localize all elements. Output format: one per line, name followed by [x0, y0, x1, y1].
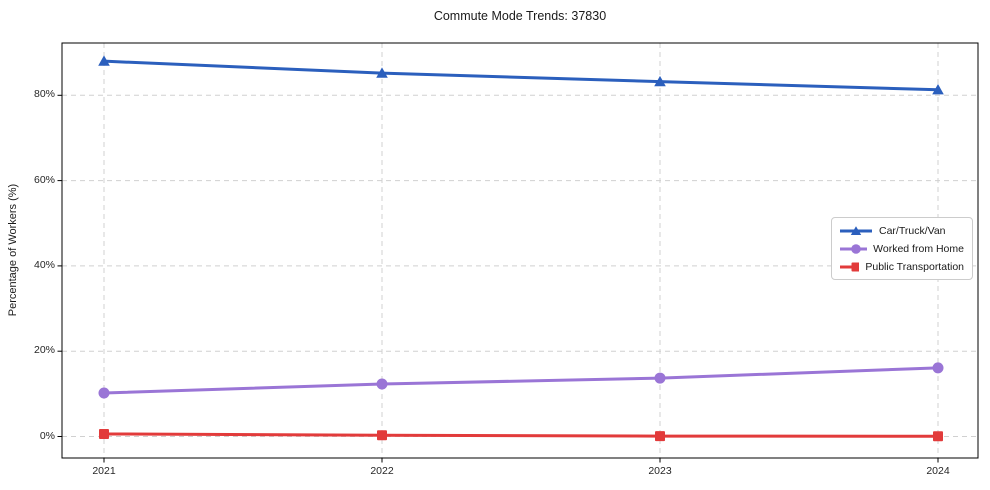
- legend-item: Public Transportation: [839, 259, 964, 274]
- triangle-marker: [932, 83, 944, 95]
- legend: Car/Truck/Van Worked from Home Public Tran…: [831, 217, 973, 280]
- triangle-marker: [98, 55, 110, 66]
- circle-marker: [654, 372, 666, 384]
- legend-swatch-circle-icon: [840, 243, 868, 254]
- series-line-square: [102, 432, 940, 438]
- circle-marker: [376, 378, 388, 390]
- legend-item: Worked from Home: [839, 241, 964, 256]
- square-marker: [933, 431, 943, 442]
- x-tick-label: 2021: [92, 465, 116, 477]
- x-tick-label: 2023: [648, 465, 672, 477]
- legend-label: Public Transportation: [865, 260, 964, 273]
- y-tick-label: 0%: [39, 429, 55, 442]
- legend-swatch-triangle-icon: [840, 225, 872, 235]
- circle-marker: [932, 362, 944, 374]
- y-tick-label: 60%: [33, 173, 55, 186]
- legend-swatch-square-icon: [840, 262, 860, 271]
- square-marker: [655, 431, 665, 442]
- y-tick-label: 20%: [33, 344, 55, 357]
- legend-label: Worked from Home: [873, 242, 964, 255]
- series-line-triangle: [102, 59, 940, 92]
- square-marker: [377, 430, 387, 441]
- circle-marker: [98, 387, 110, 399]
- legend-label: Car/Truck/Van: [879, 224, 946, 237]
- y-tick-label: 80%: [33, 88, 55, 101]
- chart-title: Commute Mode Trends: 37830: [433, 9, 607, 23]
- triangle-marker: [654, 75, 666, 87]
- square-marker: [99, 428, 109, 439]
- legend-item: Car/Truck/Van: [839, 223, 964, 238]
- y-tick-label: 40%: [33, 258, 55, 271]
- triangle-marker: [376, 67, 388, 78]
- plot-frame: [61, 42, 979, 459]
- series-line-circle: [102, 366, 940, 395]
- x-tick-label: 2022: [370, 465, 394, 477]
- x-tick-label: 2024: [926, 465, 950, 477]
